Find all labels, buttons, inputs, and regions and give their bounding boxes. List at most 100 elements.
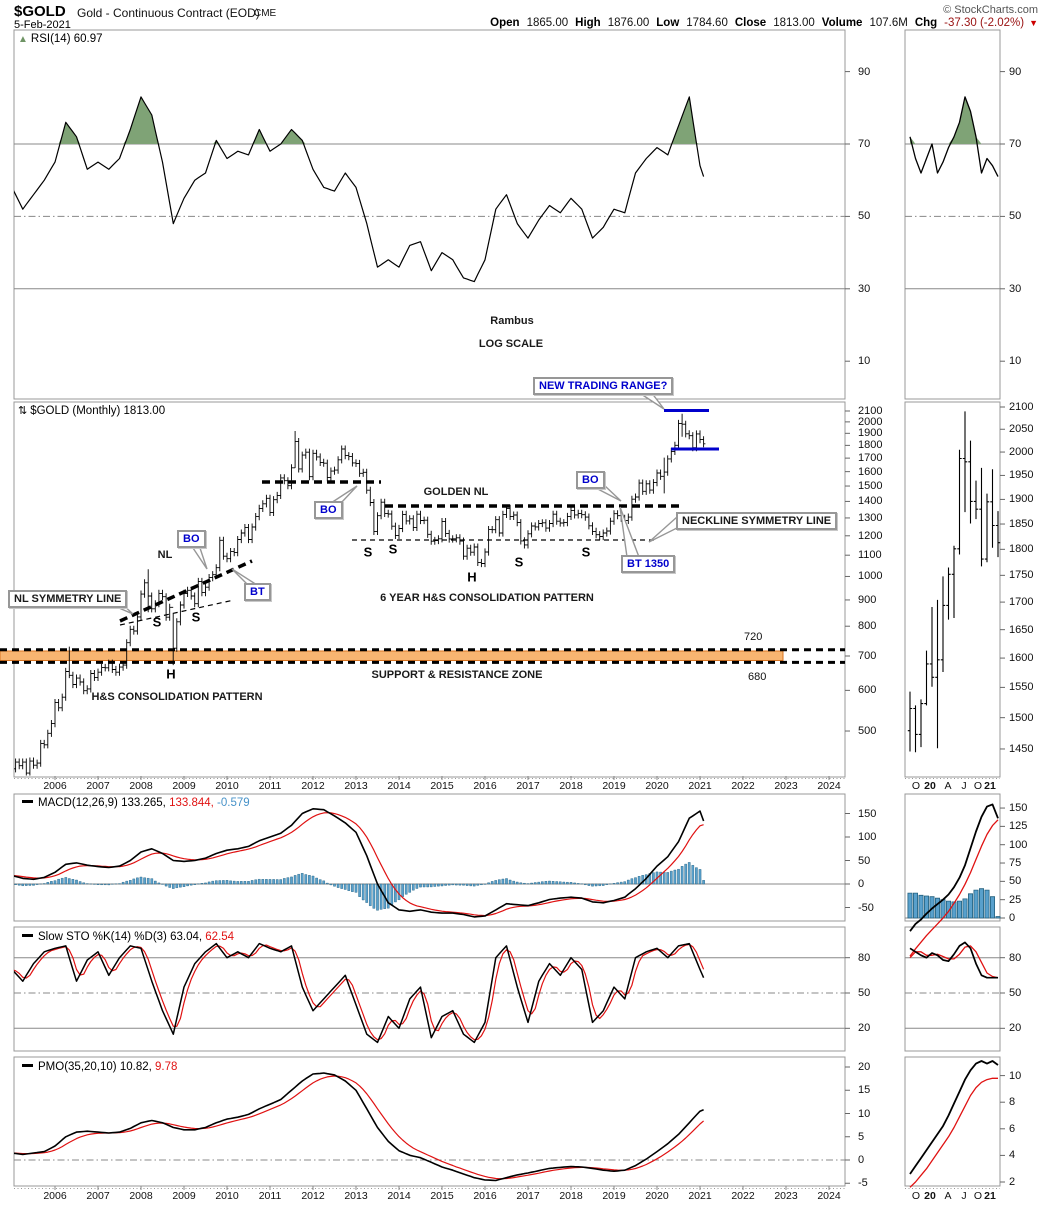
- mini-panel-border-sto: [904, 926, 1001, 1052]
- mini-rsi-line: [909, 96, 999, 177]
- price-ohlc-bars: [14, 413, 706, 776]
- macd-label: MACD(12,26,9): [38, 797, 118, 809]
- year-label: 2012: [301, 1190, 325, 1202]
- mini-pmo-axis-label: 6: [1009, 1122, 1016, 1135]
- log-scale-note: LOG SCALE: [478, 338, 544, 350]
- golden-neckline-label: GOLDEN NL: [423, 486, 489, 498]
- mini-price-axis-label: 2050: [1009, 423, 1034, 436]
- mini-price-axis-label: 1450: [1009, 742, 1034, 755]
- year-label: 2016: [473, 1190, 497, 1202]
- price-axis-label: 1100: [858, 549, 882, 562]
- macd-axis-label: 100: [858, 831, 877, 843]
- mini-macd-axis-label: 100: [1009, 838, 1028, 851]
- sto-k-value: 63.04,: [170, 931, 203, 943]
- high-value: 1876.00: [607, 17, 650, 29]
- line-swatch-icon: [22, 934, 33, 938]
- line-swatch-icon: [22, 800, 33, 804]
- pattern-letter-h: H: [467, 569, 477, 585]
- year-label: 2021: [688, 780, 712, 792]
- year-label: 2010: [215, 780, 239, 792]
- panel-border-price: [13, 401, 846, 778]
- macd-signal-line: [14, 812, 704, 917]
- price-axis-label: 800: [858, 620, 877, 633]
- open-label: Open: [490, 17, 520, 29]
- year-label: 2019: [602, 1190, 626, 1202]
- mini-price-ohlc-bars: [907, 411, 1001, 753]
- year-label: 2017: [516, 1190, 540, 1202]
- backtest-1350-pointer: [619, 506, 641, 558]
- chart-date: 5-Feb-2021: [14, 19, 71, 31]
- mini-macd-axis-label: 75: [1009, 857, 1022, 870]
- sto-k-line: [14, 942, 705, 1044]
- area-chart-icon: ▲: [18, 34, 28, 45]
- sto-d-line: [14, 943, 705, 1041]
- year-label: 2024: [817, 780, 841, 792]
- pmo-axis-label: 10: [858, 1107, 871, 1120]
- backtest-2009-callout: BT: [244, 583, 271, 601]
- mini-month-label: J: [961, 780, 967, 792]
- mini-pmo-axis-label: 4: [1009, 1149, 1016, 1162]
- year-label: 2022: [731, 780, 755, 792]
- rsi-label: RSI(14): [30, 33, 71, 45]
- price-axis-label: 500: [858, 725, 877, 738]
- mini-price-axis-label: 1500: [1009, 711, 1034, 724]
- sto-legend: Slow STO %K(14) %D(3) 63.04, 62.54: [22, 931, 234, 943]
- support-resistance-zone: [0, 650, 784, 661]
- high-label: High: [575, 17, 601, 29]
- pmo-legend: PMO(35,20,10) 10.82, 9.78: [22, 1061, 177, 1073]
- rsi-line: [14, 96, 705, 283]
- panel-border-macd: [13, 793, 846, 922]
- pmo-label: PMO(35,20,10): [38, 1061, 117, 1073]
- price-value: 1813.00: [123, 405, 166, 417]
- mini-sto-d-line: [909, 945, 999, 979]
- mini-month-label: 20: [924, 1190, 936, 1202]
- pmo-line: [14, 1072, 704, 1182]
- rsi-axis-label: 50: [858, 210, 871, 223]
- pmo-axis-label: -5: [858, 1177, 868, 1190]
- mini-macd-signal-line: [909, 819, 999, 957]
- price-axis-label: 600: [858, 684, 877, 697]
- low-label: Low: [656, 17, 680, 29]
- mini-sto-axis-label: 20: [1009, 1022, 1022, 1035]
- macd-hist-value: -0.579: [217, 797, 250, 809]
- mini-price-axis-label: 1600: [1009, 652, 1034, 665]
- rsi-legend: ▲ RSI(14) 60.97: [18, 33, 103, 45]
- mini-sto-axis-label: 80: [1009, 951, 1022, 964]
- mini-month-label: 21: [984, 780, 996, 792]
- pmo-signal-line: [14, 1075, 704, 1180]
- macd-axis-label: 0: [858, 878, 865, 890]
- price-axis-label: 1700: [858, 452, 883, 465]
- mini-macd-axis-label: 125: [1009, 820, 1028, 833]
- price-axis-label: 1200: [858, 529, 883, 542]
- mini-panel-border-price: [904, 401, 1001, 778]
- rising-neckline-2009: [119, 559, 253, 623]
- year-label: 2020: [645, 780, 669, 792]
- mini-panel-border-macd: [904, 793, 1001, 922]
- mini-pmo-axis-label: 10: [1009, 1069, 1022, 1082]
- year-label: 2016: [473, 780, 497, 792]
- mini-month-label: A: [944, 1190, 952, 1202]
- year-label: 2013: [344, 780, 368, 792]
- copyright-text: © StockCharts.com: [943, 4, 1038, 16]
- pattern-letter-s: S: [152, 614, 162, 630]
- panel-border-sto: [13, 926, 846, 1052]
- rsi-axis-label: 70: [858, 138, 871, 150]
- low-value: 1784.60: [686, 17, 728, 29]
- mini-month-label: J: [961, 1190, 967, 1202]
- backtest-1350-callout: BT 1350: [621, 555, 676, 573]
- year-label: 2021: [688, 1190, 712, 1202]
- macd-axis-label: 150: [858, 807, 877, 820]
- zone-lower-value: 680: [748, 671, 767, 683]
- price-axis-label: 1800: [858, 439, 883, 452]
- year-label: 2007: [86, 1190, 110, 1202]
- year-label: 2020: [645, 1190, 669, 1202]
- close-value: 1813.00: [773, 17, 815, 29]
- year-label: 2011: [258, 1190, 282, 1202]
- sto-label: Slow STO %K(14) %D(3): [38, 931, 167, 943]
- mini-rsi-axis-label: 50: [1009, 210, 1022, 223]
- macd-axis-label: -50: [858, 901, 874, 914]
- rsi-axis-label: 90: [858, 65, 871, 78]
- year-label: 2014: [387, 1190, 411, 1202]
